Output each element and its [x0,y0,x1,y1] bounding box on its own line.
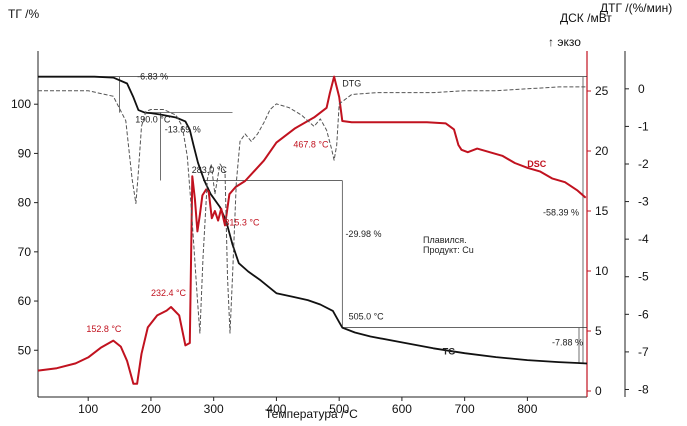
label-dtg: DTG [342,79,361,89]
axes-layer: 100 200 300 400 500 600 700 8005060708090100051… [11,51,649,416]
x-axis-label: Температура /°C [265,407,358,421]
y-dtg-tick-label: -6 [638,307,649,321]
y-dtg-tick-label: -5 [638,270,649,284]
label-tg: TG [443,347,456,357]
y-left-tick-label: 70 [18,245,32,259]
x-tick-label: 100 [78,402,98,416]
series-line-dsc [37,75,587,385]
series-line-dtg [38,86,587,334]
annotation-t505: 505.0 °C [349,312,385,322]
x-tick-label: 300 [204,402,224,416]
annotation-peak232: 232.4 °C [151,288,187,298]
y-left-label: ТГ /% [8,7,39,21]
series-line-tg [38,75,588,365]
annotation-peak315: 315.3 °C [224,217,260,227]
x-tick-label: 600 [392,402,412,416]
y-dsc-tick-label: 10 [595,264,609,278]
y-dsc-tick-label: 15 [595,204,609,218]
x-tick-label: 200 [141,402,161,416]
x-tick-label: 700 [455,402,475,416]
y-dsc-label: ДСК /мВт [560,11,612,25]
x-tick-label: 800 [517,402,537,416]
y-dtg-tick-label: -2 [638,157,649,171]
y-left-tick-label: 60 [18,294,32,308]
y-left-tick-label: 50 [18,343,32,357]
label-dsc: DSC [527,159,547,169]
y-dtg-tick-label: -4 [638,232,649,246]
annotation-t283: 283.0 °C [192,165,228,175]
y-left-tick-label: 80 [18,196,32,210]
y-dtg-tick-label: -7 [638,345,649,359]
annotation-t190: 190.0 °C [135,114,171,124]
note-melted: Плавился. [423,235,467,245]
y-dtg-label: ДТГ /(%/мин) [600,1,672,15]
x-tick-label: 500 [329,402,349,416]
annotation-step3: -29.98 % [345,229,381,239]
y-dsc-tick-label: 25 [595,84,609,98]
annotation-peak467: 467.8 °C [293,139,329,149]
annotation-step4: -58.39 % [543,207,579,217]
y-dsc-tick-label: 0 [595,384,602,398]
y-dsc-tick-label: 5 [595,324,602,338]
annotation-step2: -13.69 % [165,124,201,134]
y-dtg-tick-label: 0 [638,82,645,96]
y-dsc-tick-label: 20 [595,144,609,158]
y-dtg-tick-label: -1 [638,119,649,133]
annotation-step5: -7.88 % [552,337,583,347]
guides-layer [38,76,587,364]
y-left-tick-label: 100 [11,97,31,111]
y-dtg-tick-label: -8 [638,382,649,396]
annotation-peak152: 152.8 °C [86,324,122,334]
series-layer [37,75,588,385]
note-product: Продукт: Cu [423,245,474,255]
y-left-tick-label: 90 [18,146,32,160]
y-dtg-tick-label: -3 [638,195,649,209]
labels-layer: DTG DSC TG -6.83 % 190.0 °C-13.69 % 283.0 °C -… [86,72,583,357]
x-tick-label: 400 [266,402,286,416]
exo-label: ↑ экзо [548,35,581,49]
annotation-step1: -6.83 % [137,72,168,82]
